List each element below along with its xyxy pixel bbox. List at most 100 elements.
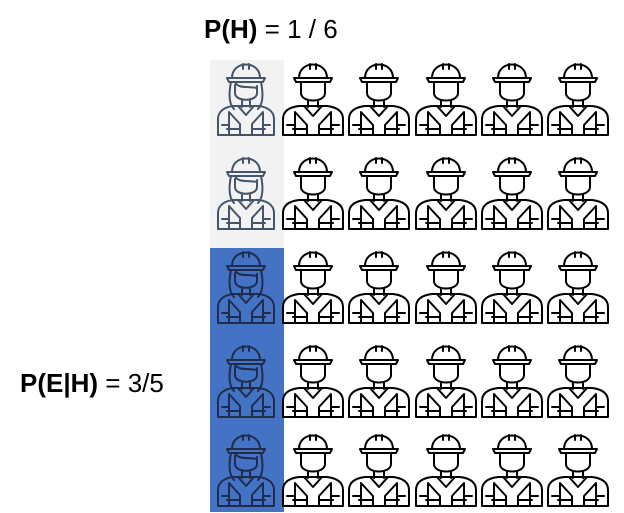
torso — [415, 199, 477, 230]
torso — [348, 476, 410, 507]
male-worker-icon — [282, 63, 344, 136]
collar — [436, 199, 456, 211]
torso — [348, 199, 410, 230]
torso — [481, 199, 543, 230]
helmet-crest — [309, 63, 317, 70]
helmet-part — [497, 157, 527, 173]
helmet-brim — [426, 77, 466, 83]
face-outline — [499, 175, 525, 196]
face-outline — [234, 178, 258, 195]
vest-stripes — [419, 495, 473, 501]
collar — [502, 476, 522, 488]
helmet-brim — [426, 359, 466, 365]
helmet-part — [563, 345, 593, 361]
torso — [282, 476, 344, 507]
p-e-given-h-value: = 3/5 — [98, 368, 164, 398]
helmet-part — [231, 345, 261, 361]
vest-stripes — [485, 406, 539, 412]
collar — [369, 387, 389, 399]
p-h-symbol: P(H) — [204, 14, 258, 44]
female-worker-icon — [217, 251, 275, 324]
torso — [415, 476, 477, 507]
collar — [436, 105, 456, 117]
male-worker-icon — [481, 63, 543, 136]
helmet-crest — [574, 63, 582, 70]
torso — [282, 199, 344, 230]
hair — [228, 363, 264, 392]
face-outline — [234, 272, 258, 289]
face-outline — [499, 269, 525, 290]
helmet-crest — [375, 157, 383, 164]
helmet-brim — [359, 359, 399, 365]
helmet-part — [431, 345, 461, 361]
vest-stripes — [221, 218, 271, 224]
helmet-part — [364, 251, 394, 267]
helmet-crest — [375, 345, 383, 352]
torso — [282, 293, 344, 324]
female-worker-icon — [217, 63, 275, 136]
collar — [303, 387, 323, 399]
torso — [481, 105, 543, 136]
torso — [547, 476, 609, 507]
collar — [436, 387, 456, 399]
helmet-part — [298, 251, 328, 267]
vest-stripes — [419, 312, 473, 318]
helmet-part — [563, 434, 593, 450]
collar — [568, 105, 588, 117]
helmet-part — [231, 251, 261, 267]
helmet-brim — [293, 171, 333, 177]
male-worker-icon — [348, 63, 410, 136]
helmet-part — [231, 63, 261, 79]
vest-stripes — [286, 218, 340, 224]
collar — [369, 476, 389, 488]
helmet-crest — [442, 157, 450, 164]
vest-stripes — [551, 218, 605, 224]
face-outline — [499, 363, 525, 384]
p-e-given-h-symbol: P(E|H) — [20, 368, 99, 398]
helmet-part — [431, 434, 461, 450]
helmet-crest — [242, 434, 250, 441]
vest-stripes — [352, 218, 406, 224]
male-worker-icon — [481, 434, 543, 507]
helmet-part — [431, 251, 461, 267]
torso — [282, 105, 344, 136]
face-outline — [433, 452, 459, 473]
collar — [568, 476, 588, 488]
helmet-brim — [492, 77, 532, 83]
evidence-column-background — [210, 248, 284, 512]
female-worker-icon — [217, 157, 275, 230]
helmet-crest — [375, 63, 383, 70]
helmet-brim — [359, 448, 399, 454]
collar — [237, 199, 255, 210]
collar — [237, 105, 255, 116]
helmet-part — [431, 157, 461, 173]
male-worker-icon — [415, 251, 477, 324]
face-outline — [433, 269, 459, 290]
male-worker-icon — [282, 345, 344, 418]
face-outline — [366, 363, 392, 384]
vest-stripes — [551, 495, 605, 501]
vest-stripes — [485, 218, 539, 224]
fringe — [234, 452, 258, 460]
helmet-crest — [508, 434, 516, 441]
collar — [502, 293, 522, 305]
male-worker-icon — [348, 157, 410, 230]
helmet-crest — [574, 157, 582, 164]
face-outline — [565, 81, 591, 102]
vest-stripes — [551, 312, 605, 318]
fringe — [234, 81, 258, 89]
male-worker-icon — [547, 434, 609, 507]
collar — [303, 476, 323, 488]
collar — [502, 387, 522, 399]
helmet-crest — [309, 251, 317, 258]
male-worker-icon — [481, 345, 543, 418]
helmet-crest — [508, 345, 516, 352]
collar — [369, 293, 389, 305]
helmet-brim — [492, 265, 532, 271]
helmet-brim — [426, 448, 466, 454]
face-outline — [366, 81, 392, 102]
helmet-crest — [242, 251, 250, 258]
helmet-part — [364, 345, 394, 361]
helmet-crest — [242, 345, 250, 352]
